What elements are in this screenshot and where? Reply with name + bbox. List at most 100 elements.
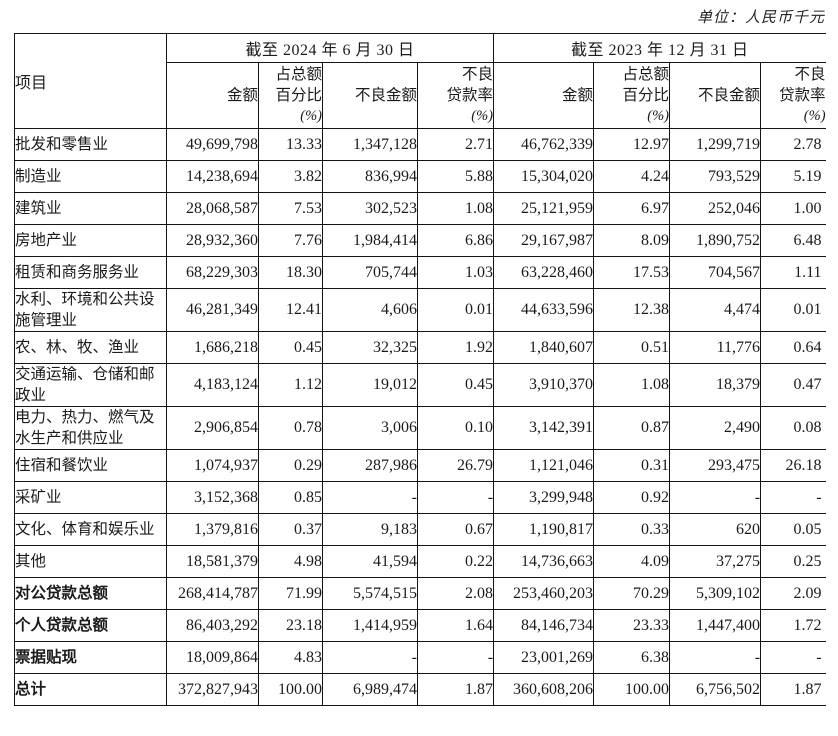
cell: 1.64: [416, 609, 495, 642]
cell: 0.51: [593, 331, 671, 364]
cell: 268,414,787: [166, 577, 259, 610]
cell: 0.47: [760, 363, 826, 407]
cell: 18.30: [258, 256, 323, 289]
table-row: 制造业 14,238,694 3.82 836,994 5.88 15,304,020 4.…: [14, 160, 826, 193]
table-row: 交通运输、仓储和邮政业 4,183,124 1.12 19,012 0.45 3,910,…: [14, 363, 826, 407]
cell: 37,275: [669, 545, 762, 578]
cell: 0.22: [416, 545, 495, 578]
row-label: 建筑业: [14, 192, 167, 225]
cell: 372,827,943: [166, 673, 259, 706]
cell: 3,006: [322, 406, 418, 450]
table-row: 个人贷款总额 86,403,292 23.18 1,414,959 1.64 84,146…: [14, 609, 826, 642]
row-label: 制造业: [14, 160, 167, 193]
cell: 1,414,959: [322, 609, 418, 642]
cell: 1,379,816: [166, 513, 259, 546]
col-header-npl-ratio-2024: 不良 贷款率 (%): [416, 62, 495, 129]
col-header-npl-ratio-2023: 不良 贷款率 (%): [760, 62, 826, 129]
cell: 293,475: [669, 449, 762, 482]
cell: 2.78: [760, 128, 826, 161]
table-row: 房地产业 28,932,360 7.76 1,984,414 6.86 29,167,98…: [14, 224, 826, 257]
cell: 63,228,460: [493, 256, 595, 289]
cell: 2.71: [416, 128, 495, 161]
cell: 6.38: [593, 641, 671, 674]
cell: 70.29: [593, 577, 671, 610]
npl-ratio-header-text: 不良 贷款率: [446, 66, 494, 104]
cell: 68,229,303: [166, 256, 259, 289]
cell: 5,309,102: [669, 577, 762, 610]
cell: 4.09: [593, 545, 671, 578]
row-label: 水利、环境和公共设施管理业: [14, 288, 167, 332]
cell: 2.09: [760, 577, 826, 610]
cell: 17.53: [593, 256, 671, 289]
row-label: 交通运输、仓储和邮政业: [14, 363, 167, 407]
col-header-period-2023: 截至 2023 年 12 月 31 日: [493, 33, 826, 63]
header-row-subcolumns: 金额 占总额 百分比 (%) 不良金额 不良 贷款率 (%) 金额 占总额 百分…: [15, 62, 826, 129]
cell: 1,686,218: [166, 331, 259, 364]
cell: 360,608,206: [493, 673, 595, 706]
cell: -: [322, 641, 418, 674]
cell: 7.76: [258, 224, 323, 257]
share-header-text: 占总额 百分比: [275, 66, 322, 104]
cell: 0.67: [416, 513, 495, 546]
row-label: 票据贴现: [14, 641, 167, 674]
cell: -: [760, 481, 826, 514]
cell: 3,142,391: [493, 406, 595, 450]
percent-sign: (%): [647, 108, 670, 124]
col-header-share-2024: 占总额 百分比 (%): [258, 62, 323, 129]
npl-ratio-header-text: 不良 贷款率: [779, 66, 826, 104]
cell: 23.18: [258, 609, 323, 642]
cell: 1,890,752: [669, 224, 762, 257]
cell: 5.88: [416, 160, 495, 193]
cell: 23,001,269: [493, 641, 595, 674]
table-row: 住宿和餐饮业 1,074,937 0.29 287,986 26.79 1,121,046…: [14, 449, 826, 482]
cell: 3,152,368: [166, 481, 259, 514]
cell: 29,167,987: [493, 224, 595, 257]
cell: 1.03: [416, 256, 495, 289]
cell: 302,523: [322, 192, 418, 225]
col-header-npl-amount-2024: 不良金额: [322, 62, 418, 129]
cell: 836,994: [322, 160, 418, 193]
cell: 1,299,719: [669, 128, 762, 161]
cell: 0.45: [258, 331, 323, 364]
cell: 6.97: [593, 192, 671, 225]
cell: 1,347,128: [322, 128, 418, 161]
cell: 23.33: [593, 609, 671, 642]
cell: 41,594: [322, 545, 418, 578]
cell: 26.18: [760, 449, 826, 482]
cell: 19,012: [322, 363, 418, 407]
col-header-share-2023: 占总额 百分比 (%): [593, 62, 671, 129]
cell: 14,238,694: [166, 160, 259, 193]
table-row: 票据贴现 18,009,864 4.83- -23,001,269 6.38- -: [14, 641, 826, 674]
cell: 84,146,734: [493, 609, 595, 642]
cell: 11,776: [669, 331, 762, 364]
cell: 28,932,360: [166, 224, 259, 257]
cell: 2,490: [669, 406, 762, 450]
row-label: 住宿和餐饮业: [14, 449, 167, 482]
cell: 6.48: [760, 224, 826, 257]
cell: 0.01: [416, 288, 495, 332]
percent-sign: (%): [803, 108, 826, 124]
cell: 1.11: [760, 256, 826, 289]
cell: 32,325: [322, 331, 418, 364]
percent-sign: (%): [300, 108, 322, 124]
cell: 0.05: [760, 513, 826, 546]
cell: -: [760, 641, 826, 674]
col-header-amount-2024: 金额: [166, 62, 259, 129]
cell: 0.08: [760, 406, 826, 450]
table-row: 水利、环境和公共设施管理业 46,281,349 12.41 4,606 0.01 44,…: [14, 288, 826, 332]
cell: 620: [669, 513, 762, 546]
cell: 1.08: [593, 363, 671, 407]
header-row-periods: 项目 截至 2024 年 6 月 30 日 截至 2023 年 12 月 31 …: [14, 33, 826, 129]
cell: 0.87: [593, 406, 671, 450]
col-header-npl-amount-2023: 不良金额: [669, 62, 762, 129]
cell: 13.33: [258, 128, 323, 161]
cell: 12.38: [593, 288, 671, 332]
cell: 0.29: [258, 449, 323, 482]
cell: -: [669, 481, 762, 514]
cell: 793,529: [669, 160, 762, 193]
col-header-amount-2023: 金额: [493, 62, 595, 129]
table-row: 建筑业 28,068,587 7.53 302,523 1.08 25,121,959 6.…: [14, 192, 826, 225]
cell: 1,074,937: [166, 449, 259, 482]
row-label: 房地产业: [14, 224, 167, 257]
